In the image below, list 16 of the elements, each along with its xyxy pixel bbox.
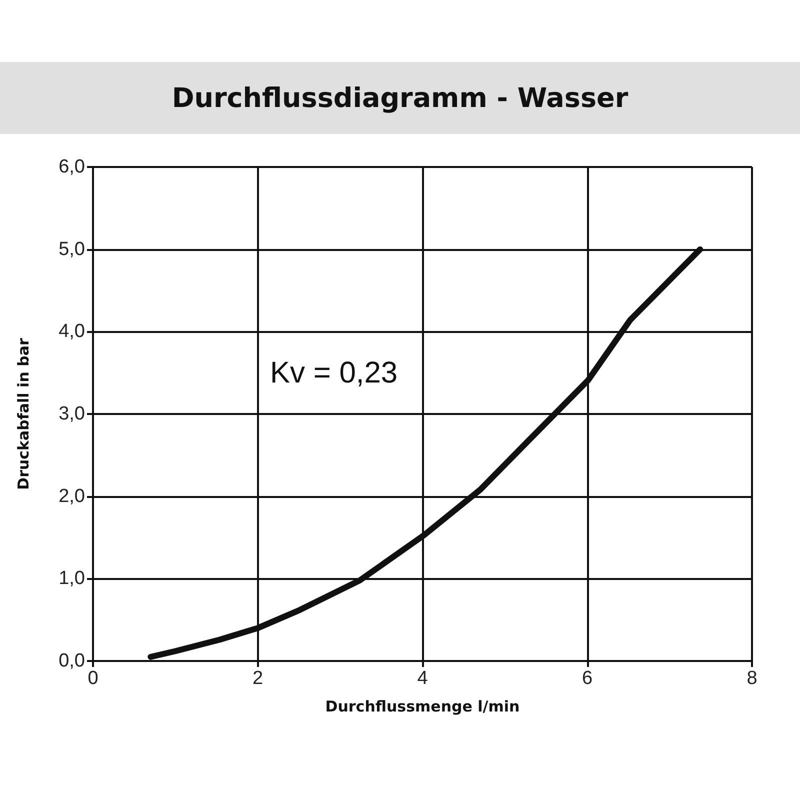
y-tick-label: 5,0: [58, 238, 85, 260]
y-tick-label: 2,0: [58, 486, 85, 507]
y-tick-label: 1,0: [58, 568, 85, 590]
y-axis-title: Druckabfall in bar: [14, 338, 32, 490]
x-tick-label: 6: [582, 668, 593, 689]
x-tick-label: 0: [88, 668, 98, 689]
annotation: Kv = 0,23: [270, 356, 398, 390]
y-tick-label: 4,0: [58, 321, 85, 342]
y-tick-label: 0,0: [58, 650, 85, 672]
y-tick-label: 6,0: [58, 156, 85, 178]
chart-title: Durchflussdiagramm - Wasser: [0, 62, 800, 134]
x-tick-label: 4: [417, 668, 428, 689]
x-axis-title: Durchflussmenge l/min: [325, 698, 520, 716]
x-tick-label: 2: [252, 668, 264, 689]
y-tick-label: 3,0: [58, 404, 85, 424]
x-tick-label: 8: [746, 668, 758, 689]
